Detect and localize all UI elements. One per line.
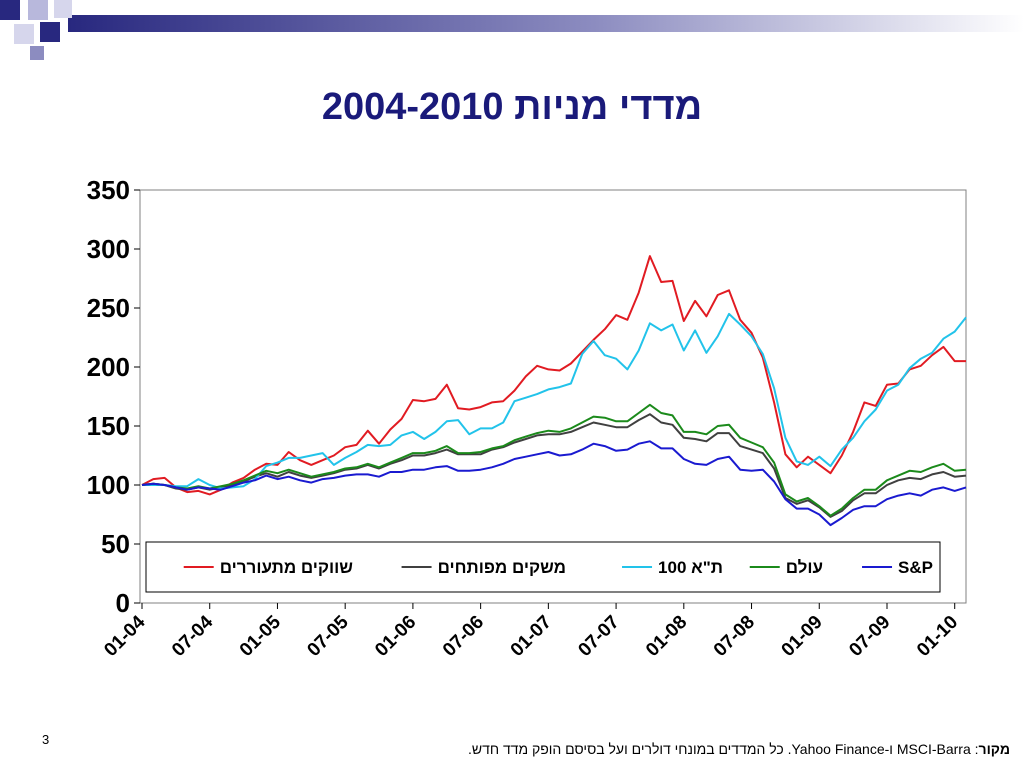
x-tick-label: 01-04 — [100, 611, 150, 661]
y-tick-label: 50 — [101, 529, 130, 559]
y-tick-label: 300 — [87, 234, 130, 264]
series-line — [141, 255, 966, 496]
legend-label: ת"א 100 — [658, 558, 723, 577]
plot-area — [139, 189, 967, 604]
series-line — [141, 440, 967, 527]
legend-label: שווקים מתעוררים — [220, 558, 354, 577]
y-tick-label: 350 — [87, 175, 130, 205]
slide-title: מדדי מניות 2004-2010 — [321, 86, 703, 128]
x-tick-label: 01-09 — [778, 612, 827, 661]
source-note: מקור: MSCI-Barra ו-Yahoo Finance. כל המד… — [468, 741, 1010, 757]
legend-label: משקים מפותחים — [438, 558, 566, 577]
y-tick-label: 100 — [87, 470, 130, 500]
x-tick-label: 01-05 — [236, 611, 286, 661]
legend-label: עולם — [786, 558, 823, 577]
y-tick-label: 250 — [87, 293, 130, 323]
y-tick-label: 0 — [116, 588, 130, 618]
x-tick-label: 07-05 — [303, 611, 353, 661]
legend-box — [145, 541, 941, 593]
source-label: מקור — [978, 741, 1010, 757]
source-text: : MSCI-Barra ו-Yahoo Finance. כל המדדים … — [467, 741, 979, 757]
y-tick-label: 200 — [87, 352, 130, 382]
x-tick-label: 01-08 — [642, 612, 691, 661]
y-tick-label: 150 — [87, 411, 130, 441]
x-tick-label: 07-04 — [168, 611, 218, 661]
x-tick-label: 01-10 — [913, 612, 962, 661]
x-tick-label: 01-06 — [371, 612, 420, 661]
legend-label: S&P — [898, 558, 933, 577]
corner-decoration-logo — [0, 0, 1024, 60]
x-tick-label: 07-06 — [439, 612, 488, 661]
series-line — [141, 403, 967, 517]
x-tick-label: 07-07 — [574, 612, 623, 661]
series-line — [142, 312, 967, 490]
page-number: 3 — [42, 732, 50, 747]
x-tick-label: 01-07 — [507, 612, 556, 661]
x-tick-label: 07-09 — [845, 612, 894, 661]
x-tick-label: 07-08 — [710, 612, 759, 661]
